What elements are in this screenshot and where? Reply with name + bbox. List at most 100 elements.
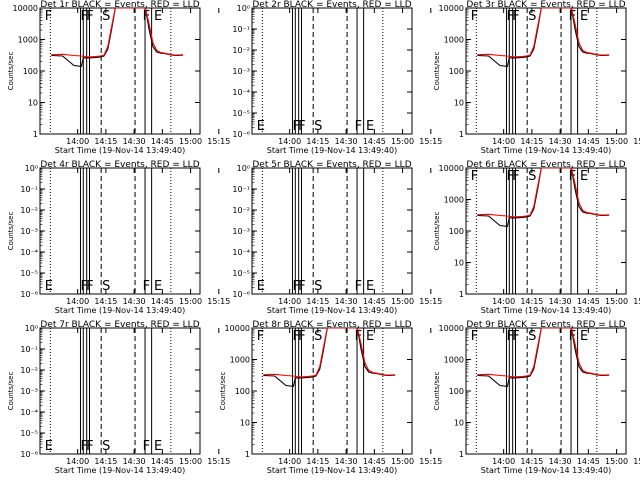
y-tick-label: 10⁻⁴ [232, 248, 250, 257]
flag-letter: F [257, 329, 264, 344]
flag-letter: E [154, 279, 162, 294]
x-tick-label: 14:30 [549, 297, 572, 306]
events-series-line [263, 328, 396, 388]
y-tick-label: 10⁻⁵ [232, 109, 250, 118]
y-axis-label: Counts/sec [433, 372, 441, 411]
y-tick-label: 100 [23, 67, 38, 76]
flag-letter: E [366, 279, 374, 294]
flag-letter: E [154, 9, 162, 24]
y-axis-label: Counts/sec [433, 52, 441, 91]
x-tick-label: 14:45 [363, 137, 386, 146]
x-tick-label: 15:00 [179, 137, 202, 146]
x-tick-label: 15:00 [605, 457, 628, 466]
y-tick-label: 10 [454, 419, 464, 428]
flag-letter: E [580, 329, 588, 344]
x-tick-label: 14:15 [94, 457, 117, 466]
chart-title: Det 2r BLACK = Events, RED = LLD [252, 0, 411, 10]
flag-letter: F [81, 9, 88, 24]
events-series-line [51, 8, 184, 68]
x-tick-label: 14:00 [278, 457, 301, 466]
y-tick-label: 10⁻² [20, 366, 38, 375]
x-axis-label: Start Time (19-Nov-14 13:49:40) [267, 466, 397, 475]
chart-title: Det 8r BLACK = Events, RED = LLD [252, 320, 411, 330]
flag-letter: F [512, 9, 519, 24]
y-tick-label: 10000 [439, 164, 464, 173]
y-tick-label: 10⁻⁴ [20, 408, 38, 417]
flag-letter: E [257, 119, 265, 134]
flag-letter: F [86, 9, 93, 24]
panel-det6r: Det 6r BLACK = Events, RED = LLD 1 10 100 10… [433, 160, 640, 315]
x-tick-label: 14:45 [151, 137, 174, 146]
lld-series-line [477, 168, 610, 218]
y-tick-label: 10⁻⁵ [20, 429, 38, 438]
flag-letter: F [507, 9, 514, 24]
events-series-line [477, 328, 610, 388]
y-tick-label: 10000 [225, 324, 250, 333]
y-tick-label: 10 [28, 99, 38, 108]
y-tick-label: 1000 [18, 36, 38, 45]
chart-title: Det 9r BLACK = Events, RED = LLD [466, 320, 625, 330]
x-tick-label: 15:15 [207, 137, 230, 146]
x-axis-label: Start Time (19-Nov-14 13:49:40) [481, 466, 611, 475]
x-tick-label: 15:15 [207, 297, 230, 306]
flag-letter: F [293, 279, 300, 294]
x-tick-label: 14:45 [577, 137, 600, 146]
y-tick-label: 10⁰ [25, 324, 38, 333]
x-tick-label: 15:15 [207, 457, 230, 466]
lld-series-line [477, 328, 610, 378]
y-tick-label: 10⁰ [25, 164, 38, 173]
x-axis-label: Start Time (19-Nov-14 13:49:40) [55, 466, 185, 475]
y-tick-label: 1000 [230, 356, 250, 365]
flag-letter: S [314, 119, 322, 134]
panel-det9r: Det 9r BLACK = Events, RED = LLD 1 10 100 10… [433, 320, 640, 475]
flag-letter: F [293, 119, 300, 134]
y-tick-label: 10⁻⁶ [20, 450, 38, 459]
x-tick-label: 14:00 [492, 457, 515, 466]
plot-frame [251, 7, 413, 135]
flag-letter: F [298, 329, 305, 344]
y-tick-label: 10⁻² [232, 206, 250, 215]
x-tick-label: 15:15 [419, 137, 442, 146]
x-tick-label: 14:00 [278, 297, 301, 306]
flag-letter: F [143, 279, 150, 294]
x-tick-label: 14:45 [577, 457, 600, 466]
flag-letter: F [45, 9, 52, 24]
y-tick-label: 10000 [439, 4, 464, 13]
x-tick-label: 14:30 [123, 457, 146, 466]
y-tick-label: 10000 [13, 4, 38, 13]
flag-letter: F [86, 279, 93, 294]
y-tick-label: 10⁻² [232, 46, 250, 55]
y-tick-label: 10⁰ [237, 164, 250, 173]
flag-letter: E [580, 9, 588, 24]
plot-frame [465, 7, 627, 135]
x-axis-label: Start Time (19-Nov-14 13:49:40) [55, 306, 185, 315]
flag-letter: F [507, 169, 514, 184]
flag-letter: S [314, 279, 322, 294]
flag-letter: E [45, 279, 53, 294]
chart-title: Det 7r BLACK = Events, RED = LLD [40, 320, 199, 330]
y-tick-label: 10 [454, 259, 464, 268]
x-tick-label: 15:00 [391, 137, 414, 146]
x-tick-label: 14:15 [520, 457, 543, 466]
y-tick-label: 10⁻³ [232, 67, 250, 76]
x-tick-label: 14:30 [123, 137, 146, 146]
panel-det3r: Det 3r BLACK = Events, RED = LLD 1 10 100 10… [433, 0, 640, 155]
y-tick-label: 100 [449, 387, 464, 396]
flag-letter: E [366, 119, 374, 134]
y-tick-label: 10⁻¹ [232, 25, 250, 34]
x-tick-label: 14:15 [94, 137, 117, 146]
y-tick-label: 10⁰ [237, 4, 250, 13]
flag-letter: F [298, 279, 305, 294]
chart-title: Det 4r BLACK = Events, RED = LLD [40, 160, 199, 170]
events-series-line [477, 8, 610, 68]
y-tick-label: 10⁻⁵ [20, 269, 38, 278]
y-tick-label: 100 [449, 67, 464, 76]
y-axis-label: Counts/sec [219, 372, 227, 411]
y-tick-label: 100 [449, 227, 464, 236]
x-tick-label: 14:45 [363, 457, 386, 466]
y-axis-label: Counts/sec [7, 52, 15, 91]
plot-frame [39, 7, 201, 135]
x-tick-label: 14:15 [520, 297, 543, 306]
x-tick-label: 14:45 [151, 297, 174, 306]
